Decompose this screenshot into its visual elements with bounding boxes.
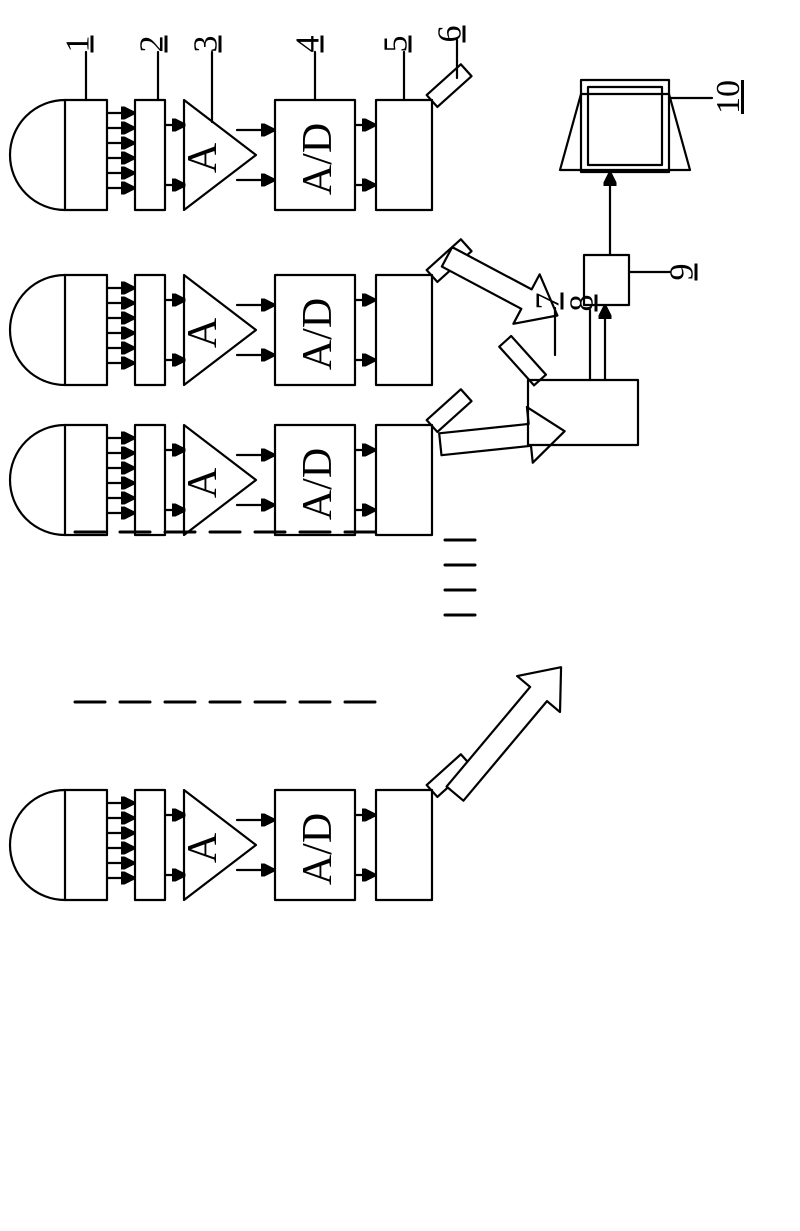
amp-text-n: A bbox=[179, 833, 227, 863]
amp-text-2: A bbox=[179, 318, 227, 348]
label-3: 3 bbox=[188, 36, 226, 53]
ad-text-1: A/D bbox=[294, 123, 342, 195]
channel-row-n bbox=[10, 754, 472, 900]
channel-row-3 bbox=[10, 389, 472, 535]
amp-text-3: A bbox=[179, 468, 227, 498]
receiver-antenna bbox=[499, 336, 546, 385]
amp-text-1: A bbox=[179, 143, 227, 173]
label-1: 1 bbox=[60, 36, 98, 53]
display-block bbox=[560, 80, 690, 172]
channel-row-1 bbox=[10, 40, 472, 210]
label-7: 7 bbox=[530, 293, 568, 310]
channel-row-2 bbox=[10, 239, 472, 385]
label-4: 4 bbox=[290, 36, 328, 53]
label-9: 9 bbox=[664, 264, 702, 281]
ad-text-3: A/D bbox=[294, 448, 342, 520]
converge-arrow-1 bbox=[434, 232, 571, 340]
label-2: 2 bbox=[134, 36, 172, 53]
label-10: 10 bbox=[710, 80, 748, 114]
ellipsis-left bbox=[75, 532, 375, 702]
ad-text-n: A/D bbox=[294, 813, 342, 885]
ellipsis-converge bbox=[445, 540, 475, 615]
label-6: 6 bbox=[432, 26, 470, 43]
label-8: 8 bbox=[564, 295, 602, 312]
label-5: 5 bbox=[378, 36, 416, 53]
ad-text-2: A/D bbox=[294, 298, 342, 370]
converge-arrow-3 bbox=[434, 649, 583, 811]
